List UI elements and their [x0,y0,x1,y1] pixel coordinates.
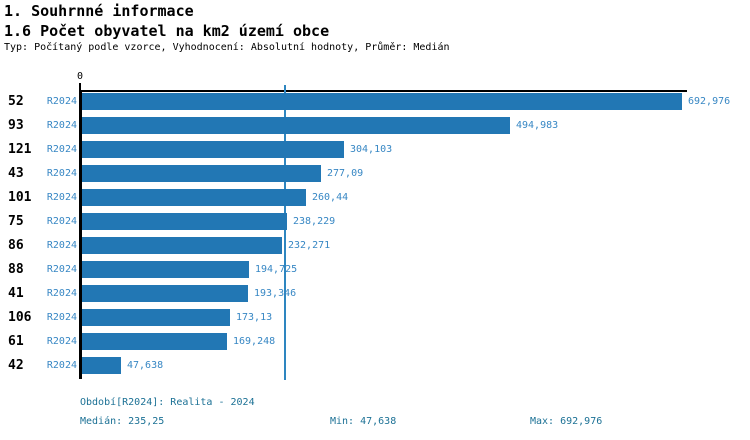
bar [82,261,249,278]
row-id-label: 93 [8,118,24,133]
bar-row: 75 R2024 238,229 [0,213,750,230]
row-id-label: 42 [8,358,24,373]
row-id-label: 106 [8,310,32,325]
row-period-label: R2024 [46,336,77,347]
row-id-label: 41 [8,286,24,301]
row-id-label: 121 [8,142,32,157]
bar [82,213,287,230]
row-id-label: 43 [8,166,24,181]
row-id-label: 88 [8,262,24,277]
bar-row: 43 R2024 277,09 [0,165,750,182]
bar-row: 42 R2024 47,638 [0,357,750,374]
row-period-label: R2024 [46,192,77,203]
row-period-label: R2024 [46,144,77,155]
bar-value-label: 260,44 [312,192,349,203]
row-id-label: 86 [8,238,24,253]
bar [82,141,344,158]
legend-max: Max: 692,976 [530,416,603,427]
median-gridline [284,85,286,380]
row-id-label: 52 [8,94,24,109]
bar [82,309,230,326]
legend-period: Období[R2024]: Realita - 2024 [80,397,255,408]
bar-value-label: 277,09 [327,168,364,179]
row-id-label: 101 [8,190,32,205]
bar-value-label: 193,346 [254,288,297,299]
bar-value-label: 47,638 [127,360,164,371]
bar [82,165,321,182]
row-period-label: R2024 [46,120,77,131]
x-axis-zero-tick [79,83,81,91]
bar-value-label: 494,983 [516,120,559,131]
bar-value-label: 692,976 [688,96,731,107]
row-period-label: R2024 [46,288,77,299]
bar-row: 121 R2024 304,103 [0,141,750,158]
bar-row: 93 R2024 494,983 [0,117,750,134]
row-period-label: R2024 [46,168,77,179]
y-axis-line [79,90,82,379]
bar [82,237,282,254]
report-section-title: 1. Souhrnné informace [4,2,194,20]
bar [82,285,248,302]
row-period-label: R2024 [46,312,77,323]
bar-value-label: 232,271 [288,240,331,251]
bar [82,333,227,350]
legend-min: Min: 47,638 [330,416,397,427]
bar-value-label: 238,229 [293,216,336,227]
bar-row: 106 R2024 173,13 [0,309,750,326]
row-period-label: R2024 [46,216,77,227]
row-id-label: 61 [8,334,24,349]
row-period-label: R2024 [46,240,77,251]
bar-row: 86 R2024 232,271 [0,237,750,254]
bar-row: 52 R2024 692,976 [0,93,750,110]
bar [82,357,121,374]
bar-value-label: 173,13 [236,312,273,323]
x-axis-line [80,90,687,92]
bar-value-label: 169,248 [233,336,276,347]
bar [82,189,306,206]
bar-row: 88 R2024 194,725 [0,261,750,278]
row-id-label: 75 [8,214,24,229]
bar-row: 101 R2024 260,44 [0,189,750,206]
bar-value-label: 194,725 [255,264,298,275]
bar-row: 41 R2024 193,346 [0,285,750,302]
bar [82,93,682,110]
row-period-label: R2024 [46,96,77,107]
bar-row: 61 R2024 169,248 [0,333,750,350]
bar-value-label: 304,103 [350,144,393,155]
chart-title: 1.6 Počet obyvatel na km2 území obce [4,22,330,40]
row-period-label: R2024 [46,264,77,275]
row-period-label: R2024 [46,360,77,371]
legend-median: Medián: 235,25 [80,416,165,427]
x-axis-zero-tick-label: 0 [76,71,84,82]
chart-subtitle: Typ: Počítaný podle vzorce, Vyhodnocení:… [4,42,450,53]
bar [82,117,510,134]
